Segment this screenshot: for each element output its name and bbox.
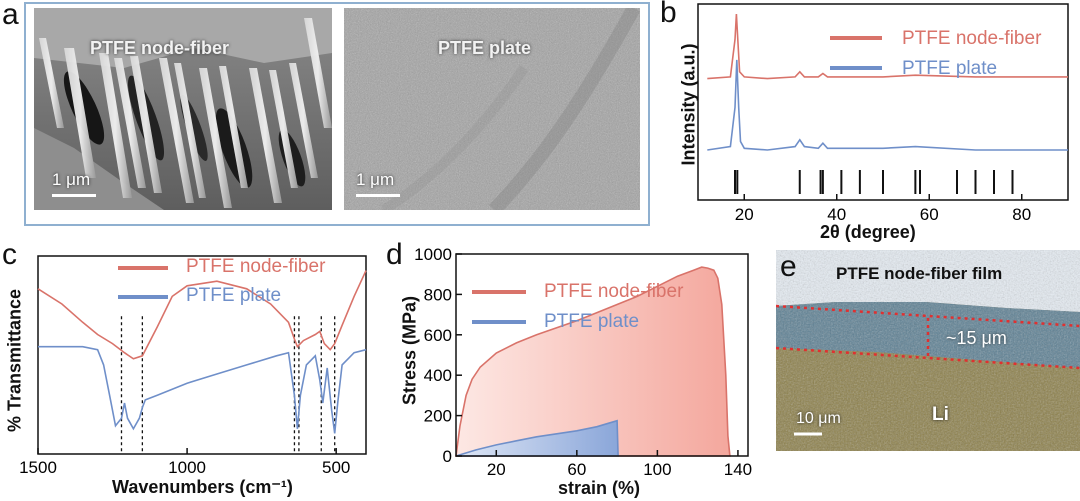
sem-plate-texture bbox=[344, 8, 640, 210]
sem-node-fiber-scalebar bbox=[52, 194, 96, 197]
panel-b-label: b bbox=[660, 0, 677, 29]
ftir-xlabel: Wavenumbers (cm⁻¹) bbox=[112, 477, 293, 497]
ss-plot-frame bbox=[455, 253, 749, 457]
ss-ytick-label-4: 800 bbox=[424, 285, 452, 304]
sem-image-node-fiber bbox=[34, 8, 332, 210]
panel-a-frame bbox=[24, 2, 650, 226]
ftir-chart: 1500 1000 500 bbox=[19, 255, 367, 477]
xrd-chart: 20 40 60 80 bbox=[697, 3, 1069, 224]
ss-ytick-label-5: 1000 bbox=[414, 245, 452, 264]
xrd-xtick-label-0: 20 bbox=[735, 205, 754, 224]
cross-section-image bbox=[776, 250, 1080, 451]
ftir-legend-node-fiber: PTFE node-fiber bbox=[186, 256, 326, 277]
ss-xtick-label-0: 20 bbox=[487, 460, 506, 479]
xrd-xtick-label-3: 80 bbox=[1012, 205, 1031, 224]
ftir-ylabel: % Transmittance bbox=[4, 288, 25, 433]
xrd-legend-plate: PTFE plate bbox=[902, 58, 998, 79]
li-label: Li bbox=[932, 404, 949, 425]
sem-plate-title: PTFE plate bbox=[438, 38, 532, 58]
ss-ytick-label-0: 0 bbox=[443, 447, 452, 466]
ss-legend-plate: PTFE plate bbox=[544, 311, 640, 332]
sem-node-fiber-texture bbox=[34, 8, 332, 210]
ss-ylabel: Stress (MPa) bbox=[399, 295, 420, 406]
sem-node-fiber-scale-label: 1 μm bbox=[52, 170, 91, 189]
ss-legend-node-fiber: PTFE node-fiber bbox=[544, 281, 684, 302]
ss-xtick-label-3: 140 bbox=[724, 460, 752, 479]
ftir-xtick-label-1: 1000 bbox=[168, 458, 206, 477]
ss-ytick-label-3: 600 bbox=[424, 326, 452, 345]
ss-xlabel: strain (%) bbox=[558, 478, 641, 498]
ss-xtick-label-1: 60 bbox=[567, 460, 586, 479]
xrd-series-1 bbox=[707, 59, 1068, 151]
ftir-legend-plate: PTFE plate bbox=[186, 285, 282, 306]
sem-node-fiber-title: PTFE node-fiber bbox=[90, 38, 229, 58]
sem-plate-scale-label: 1 μm bbox=[356, 170, 395, 189]
xrd-plot-frame bbox=[697, 3, 1069, 201]
ftir-series-1 bbox=[38, 345, 367, 434]
ftir-series-0 bbox=[37, 270, 367, 360]
ss-series-0 bbox=[455, 266, 731, 457]
xrd-ylabel: Intensity (a.u.) bbox=[678, 43, 699, 166]
cross-section-scale-label: 10 μm bbox=[796, 410, 841, 427]
ss-xtick-label-2: 100 bbox=[643, 460, 671, 479]
ftir-xtick-label-0: 1500 bbox=[19, 458, 57, 477]
ss-series-1 bbox=[455, 419, 619, 457]
ss-ytick-label-2: 400 bbox=[424, 366, 452, 385]
film-title: PTFE node-fiber film bbox=[836, 264, 1003, 283]
xrd-xtick-label-1: 40 bbox=[827, 205, 846, 224]
sem-image-plate bbox=[344, 8, 640, 210]
xrd-series-0 bbox=[707, 13, 1068, 80]
sem-plate-scalebar bbox=[356, 194, 400, 197]
ftir-xtick-label-2: 500 bbox=[322, 458, 350, 477]
xrd-legend-node-fiber: PTFE node-fiber bbox=[902, 28, 1042, 49]
ss-ytick-label-1: 200 bbox=[424, 407, 452, 426]
panel-d-label: d bbox=[386, 238, 403, 271]
panel-e-label: e bbox=[780, 250, 797, 283]
panel-c-label: c bbox=[2, 238, 17, 271]
cross-section-texture bbox=[776, 250, 1080, 451]
film-thickness: ~15 μm bbox=[946, 328, 1007, 348]
panel-a-label: a bbox=[2, 0, 19, 31]
xrd-xtick-label-2: 60 bbox=[920, 205, 939, 224]
stress-strain-chart: 0 200 400 600 800 1000 20 60 100 140 bbox=[414, 245, 752, 479]
ftir-plot-frame bbox=[37, 255, 367, 455]
xrd-xlabel: 2θ (degree) bbox=[820, 222, 916, 242]
